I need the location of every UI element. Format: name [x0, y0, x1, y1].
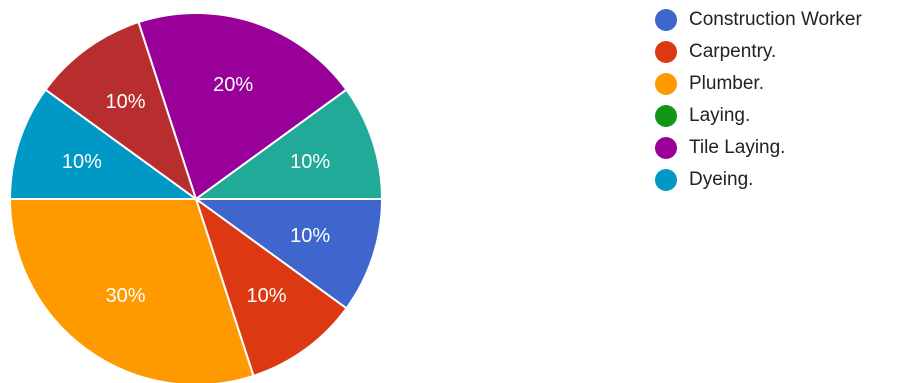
- legend-swatch: [655, 105, 677, 127]
- legend-label: Construction Worker: [689, 9, 862, 30]
- pie-slice[interactable]: [192, 88, 384, 200]
- slice-percent-label: 10%: [246, 285, 286, 307]
- slice-percent-label: 10%: [290, 225, 330, 247]
- slice-percent-label: 10%: [105, 91, 145, 113]
- slice-percent-label: 30%: [105, 285, 145, 307]
- legend-item-dyeing[interactable]: Dyeing.: [655, 167, 862, 193]
- slice-percent-label: 10%: [62, 151, 102, 173]
- chart-legend: Construction Worker Carpentry. Plumber. …: [655, 7, 862, 199]
- legend-label: Plumber.: [689, 73, 764, 94]
- slice-percent-label: 20%: [213, 74, 253, 96]
- legend-swatch: [655, 73, 677, 95]
- legend-label: Laying.: [689, 105, 751, 126]
- legend-item-construction-worker[interactable]: Construction Worker: [655, 7, 862, 33]
- legend-label: Tile Laying.: [689, 137, 786, 158]
- slice-percent-label: 10%: [290, 151, 330, 173]
- legend-swatch: [655, 41, 677, 63]
- pie-slice[interactable]: [8, 88, 200, 200]
- pie-slice[interactable]: [8, 198, 255, 383]
- legend-item-tile-laying[interactable]: Tile Laying.: [655, 135, 862, 161]
- legend-item-laying[interactable]: Laying.: [655, 103, 862, 129]
- legend-swatch: [655, 169, 677, 191]
- pie-slice[interactable]: [192, 198, 384, 310]
- legend-item-plumber[interactable]: Plumber.: [655, 71, 862, 97]
- legend-label: Dyeing.: [689, 169, 754, 190]
- legend-label: Carpentry.: [689, 41, 777, 62]
- pie-chart: 10% 10% 30% 10% 10% 20% 10%: [8, 12, 384, 383]
- pie-slice[interactable]: [137, 12, 348, 201]
- legend-item-carpentry[interactable]: Carpentry.: [655, 39, 862, 65]
- pie-slice[interactable]: [194, 196, 348, 378]
- legend-swatch: [655, 9, 677, 31]
- legend-swatch: [655, 137, 677, 159]
- pie-slice[interactable]: [44, 20, 198, 202]
